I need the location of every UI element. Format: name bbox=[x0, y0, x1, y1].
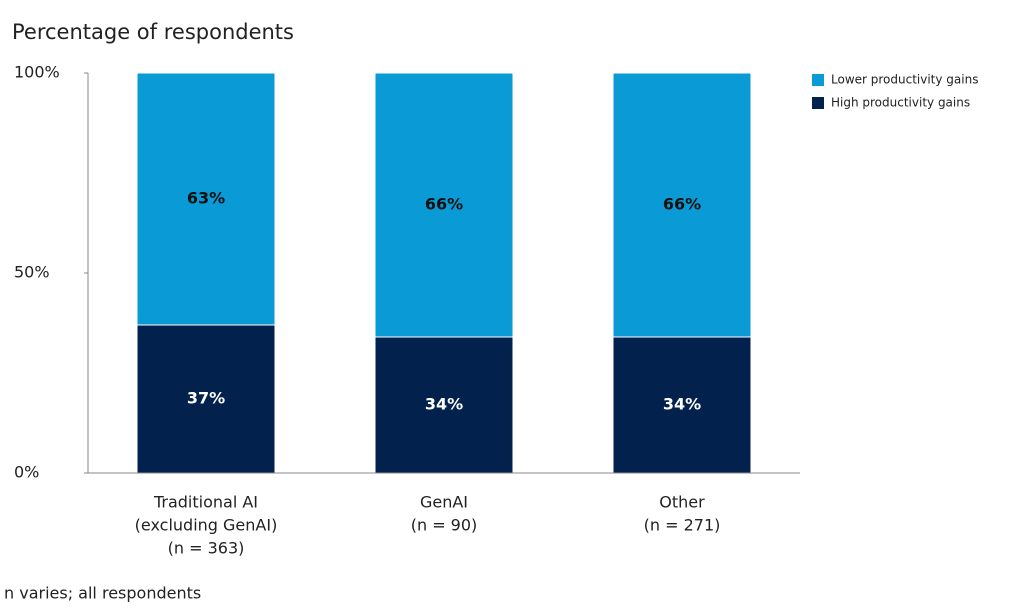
value-label: 66% bbox=[663, 195, 701, 214]
x-tick-label: (n = 363) bbox=[168, 539, 245, 558]
bar-segment bbox=[136, 72, 276, 326]
y-tick-label: 50% bbox=[14, 263, 50, 282]
legend-swatch bbox=[812, 74, 824, 86]
bar-segment bbox=[374, 72, 514, 338]
bar-segment bbox=[136, 324, 276, 474]
x-tick-label: GenAI bbox=[420, 493, 468, 512]
x-tick-label: (excluding GenAI) bbox=[135, 516, 278, 535]
x-tick-label: (n = 271) bbox=[644, 516, 721, 535]
legend-label: High productivity gains bbox=[831, 96, 970, 110]
chart-note: n varies; all respondents bbox=[4, 584, 201, 603]
value-label: 34% bbox=[663, 395, 701, 414]
x-tick-label: Traditional AI bbox=[153, 493, 258, 512]
x-tick-label: Other bbox=[659, 493, 705, 512]
value-label: 34% bbox=[425, 395, 463, 414]
legend-label: Lower productivity gains bbox=[831, 73, 978, 87]
bar-segment bbox=[612, 72, 752, 338]
value-label: 37% bbox=[187, 389, 225, 408]
chart-subtitle: Percentage of respondents bbox=[12, 20, 294, 44]
value-label: 63% bbox=[187, 189, 225, 208]
y-tick-label: 0% bbox=[14, 463, 39, 482]
x-tick-label: (n = 90) bbox=[411, 516, 478, 535]
legend-swatch bbox=[812, 97, 824, 109]
value-label: 66% bbox=[425, 195, 463, 214]
y-tick-label: 100% bbox=[14, 63, 60, 82]
bar-segment bbox=[374, 336, 514, 474]
bar-segment bbox=[612, 336, 752, 474]
